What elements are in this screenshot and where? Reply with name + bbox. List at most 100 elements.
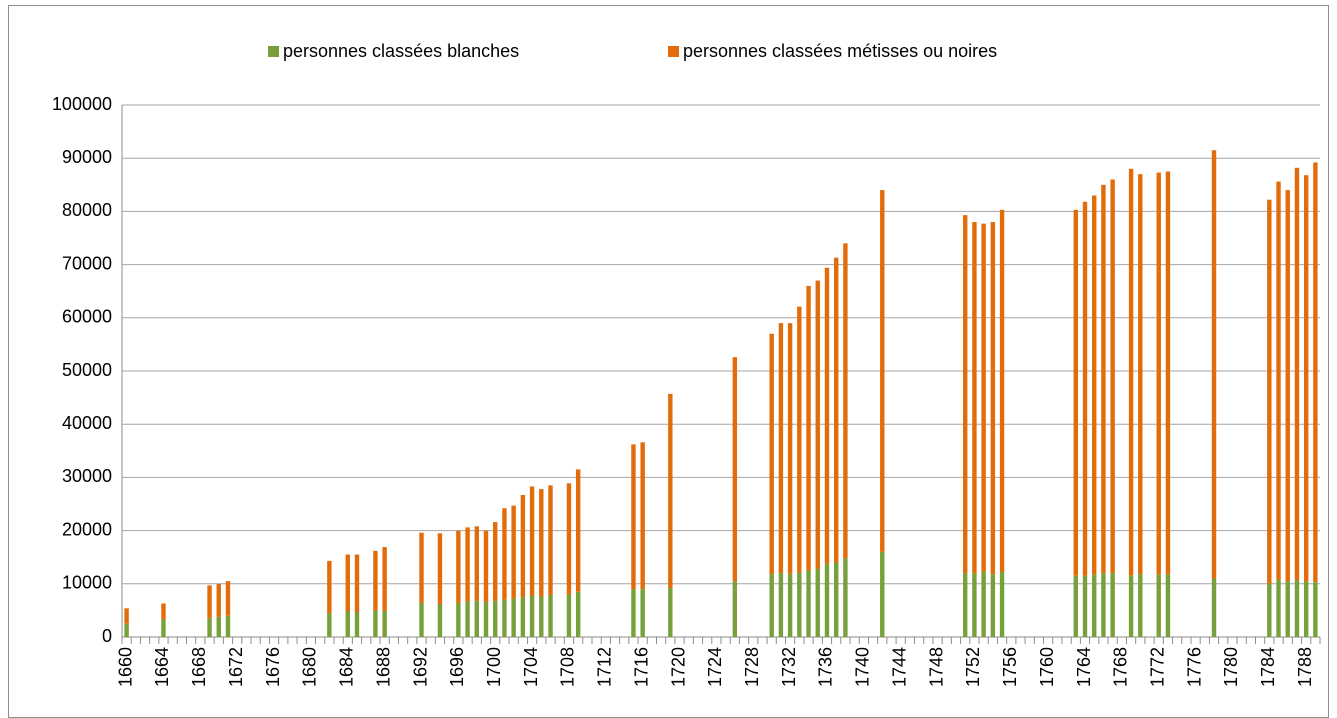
bar-segment — [631, 589, 636, 637]
bar-segment — [806, 570, 811, 637]
bar-segment — [548, 594, 553, 637]
x-tick-label: 1720 — [668, 647, 688, 687]
legend-swatch — [668, 46, 679, 57]
bar-segment — [548, 485, 553, 595]
bar-segment — [1138, 574, 1143, 637]
bar-segment — [981, 223, 986, 572]
bar-segment — [797, 572, 802, 637]
bar-segment — [990, 222, 996, 575]
x-tick-label: 1664 — [152, 647, 172, 687]
bar-segment — [382, 547, 387, 611]
y-tick-label: 0 — [102, 626, 112, 646]
bar-segment — [216, 616, 221, 637]
bar-segment — [207, 585, 212, 619]
bar-segment — [806, 285, 811, 571]
bar-segment — [539, 489, 544, 597]
x-tick-label: 1752 — [963, 647, 983, 687]
bar-segment — [465, 527, 470, 602]
bar-segment — [327, 613, 332, 637]
bar-segment — [345, 611, 350, 637]
bar-segment — [778, 573, 784, 637]
bar-segment — [1313, 162, 1318, 583]
bar-segment — [575, 591, 581, 637]
x-tick-label: 1688 — [373, 647, 393, 687]
x-tick-label: 1704 — [521, 647, 541, 687]
bar-segment — [575, 469, 581, 592]
bar-segment — [1092, 195, 1097, 575]
bar-segment — [225, 615, 231, 637]
bar-segment — [787, 323, 793, 574]
bar-segment — [1110, 179, 1115, 574]
bar-segment — [990, 574, 996, 637]
bar-segment — [483, 601, 489, 637]
bar-segment — [124, 608, 129, 624]
x-tick-label: 1772 — [1147, 647, 1167, 687]
bar-segment — [1303, 581, 1309, 637]
bar-segment — [769, 574, 774, 637]
legend-swatch — [268, 46, 279, 57]
x-tick-label: 1672 — [226, 647, 246, 687]
bar-segment — [419, 602, 424, 637]
bar-segment — [539, 596, 544, 637]
bar-segment — [474, 526, 479, 601]
bar-segment — [493, 522, 498, 601]
bar-segment — [732, 357, 738, 582]
x-tick-label: 1764 — [1074, 647, 1094, 687]
x-tick-label: 1756 — [1000, 647, 1020, 687]
bar-segment — [843, 558, 848, 637]
legend-label: personnes classées blanches — [283, 41, 519, 61]
x-tick-label: 1768 — [1111, 647, 1131, 687]
bar-segment — [161, 619, 166, 637]
bar-segment — [373, 550, 378, 611]
bar-segment — [1211, 150, 1217, 579]
bar-segment — [502, 508, 507, 600]
bar-segment — [327, 560, 332, 614]
bar-segment — [161, 603, 166, 620]
bar-segment — [824, 563, 830, 637]
x-tick-label: 1724 — [705, 647, 725, 687]
bar-segment — [778, 323, 784, 574]
x-tick-label: 1700 — [484, 647, 504, 687]
x-tick-label: 1668 — [189, 647, 209, 687]
bar-segment — [963, 573, 968, 637]
bar-segment — [1165, 171, 1171, 575]
bar-segment — [502, 599, 507, 637]
y-tick-label: 20000 — [62, 519, 112, 539]
x-tick-label: 1728 — [742, 647, 762, 687]
bar-segment — [1073, 575, 1078, 637]
x-tick-label: 1748 — [926, 647, 946, 687]
y-tick-label: 50000 — [62, 360, 112, 380]
bar-segment — [1128, 168, 1134, 576]
bar-segment — [1110, 573, 1115, 637]
x-tick-label: 1776 — [1184, 647, 1204, 687]
bar-segment — [1267, 583, 1272, 637]
bar-segment — [668, 393, 673, 589]
x-tick-label: 1676 — [263, 647, 283, 687]
bar-segment — [465, 601, 470, 637]
bar-segment — [1276, 181, 1281, 580]
bar-segment — [1101, 184, 1106, 574]
bar-segment — [972, 222, 977, 574]
x-tick-label: 1712 — [595, 647, 615, 687]
y-tick-label: 70000 — [62, 253, 112, 273]
bar-segment — [1156, 574, 1161, 637]
bar-segment — [419, 532, 424, 603]
bar-segment — [1101, 573, 1106, 637]
bar-segment — [880, 190, 885, 552]
x-tick-label: 1684 — [337, 647, 357, 687]
bar-segment — [833, 562, 839, 637]
bar-segment — [566, 594, 572, 637]
bar-segment — [815, 568, 820, 637]
x-tick-label: 1708 — [558, 647, 578, 687]
bar-segment — [631, 444, 636, 590]
bar-segment — [1073, 209, 1078, 576]
bar-segment — [124, 623, 129, 637]
bar-segment — [732, 581, 738, 637]
bar-segment — [1294, 167, 1300, 581]
bar-segment — [566, 483, 572, 595]
bar-segment — [354, 611, 360, 637]
y-tick-label: 40000 — [62, 413, 112, 433]
bar-segment — [216, 583, 221, 617]
bar-segment — [493, 600, 498, 637]
bar-segment — [354, 554, 360, 612]
